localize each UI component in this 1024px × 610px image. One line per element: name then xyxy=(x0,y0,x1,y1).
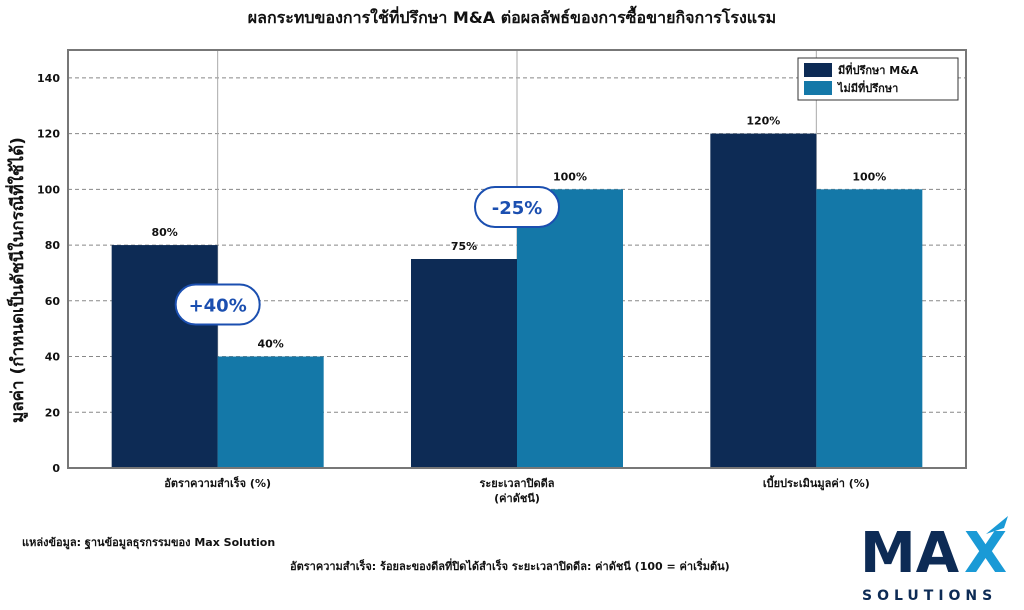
data-label: 75% xyxy=(451,240,477,253)
x-tick-label: อัตราความสำเร็จ (%) xyxy=(164,476,271,490)
x-tick-label: เบี้ยประเมินมูลค่า (%) xyxy=(763,475,870,491)
svg-text:SOLUTIONS: SOLUTIONS xyxy=(862,588,997,604)
annotation-label: +40% xyxy=(189,296,247,317)
data-label: 40% xyxy=(257,338,283,351)
legend-label: ไม่มีที่ปรึกษา xyxy=(836,80,898,95)
x-tick-label: ระยะเวลาปิดดีล xyxy=(479,477,554,490)
bar xyxy=(111,245,218,468)
data-label: 80% xyxy=(151,226,177,239)
data-label: 100% xyxy=(553,170,587,183)
legend-swatch xyxy=(804,63,832,77)
source-note: แหล่งข้อมูล: ฐานข้อมูลธุรกรรมของ Max Sol… xyxy=(22,536,276,549)
bar xyxy=(217,356,324,468)
annotation-label: -25% xyxy=(492,198,543,219)
annotation-bubble xyxy=(174,283,261,326)
y-tick-label: 120 xyxy=(37,128,60,141)
legend-label: มีที่ปรึกษา M&A xyxy=(838,62,919,77)
legend-swatch xyxy=(804,81,832,95)
y-tick-label: 0 xyxy=(52,462,60,475)
bar xyxy=(517,189,623,469)
y-tick-label: 60 xyxy=(45,295,61,308)
bar xyxy=(411,259,517,468)
x-tick-label: (ค่าดัชนี) xyxy=(494,492,540,505)
definition-note: อัตราความสำเร็จ: ร้อยละของดีลที่ปิดได้สำ… xyxy=(290,560,730,573)
y-tick-label: 100 xyxy=(37,183,60,196)
chart-title: ผลกระทบของการใช้ที่ปรึกษา M&A ต่อผลลัพธ์… xyxy=(247,8,777,27)
annotation-bubble xyxy=(474,186,560,228)
plot-frame xyxy=(67,49,967,469)
y-tick-label: 20 xyxy=(45,406,61,419)
svg-text:MA: MA xyxy=(860,521,960,586)
max-solutions-logo: MA X SOLUTIONS xyxy=(860,516,1008,604)
bar xyxy=(710,133,817,468)
y-tick-label: 80 xyxy=(45,239,61,252)
data-label: 100% xyxy=(852,170,886,183)
y-tick-label: 40 xyxy=(45,351,61,364)
bar xyxy=(816,189,923,469)
y-tick-label: 140 xyxy=(37,72,60,85)
svg-text:X: X xyxy=(964,521,1007,586)
data-label: 120% xyxy=(746,115,780,128)
